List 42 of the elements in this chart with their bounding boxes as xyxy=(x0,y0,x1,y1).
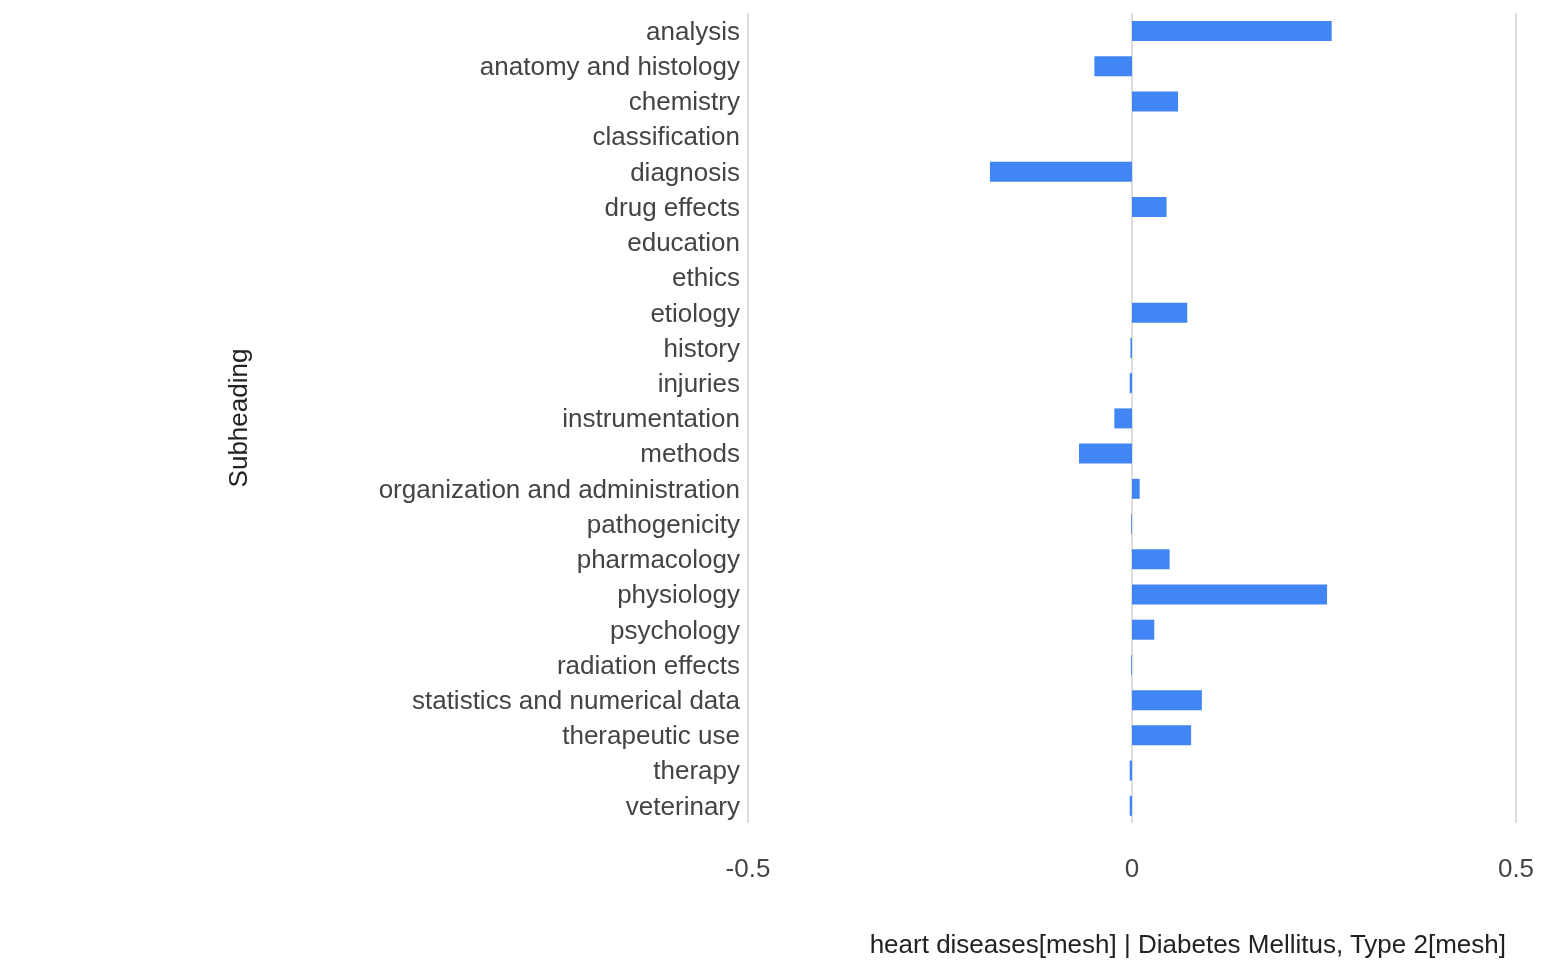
y-tick-label: ethics xyxy=(672,262,740,293)
y-axis-title: Subheading xyxy=(223,348,254,488)
bar xyxy=(1132,91,1179,112)
y-tick-label: instrumentation xyxy=(562,403,740,434)
y-tick-label: education xyxy=(627,227,740,258)
bar xyxy=(1132,197,1167,218)
y-tick-label: radiation effects xyxy=(556,649,740,680)
y-tick-label: therapeutic use xyxy=(562,720,740,751)
bar xyxy=(1132,549,1170,570)
y-tick-label: statistics and numerical data xyxy=(411,684,741,715)
y-tick-label: classification xyxy=(592,121,740,152)
y-tick-label: analysis xyxy=(646,15,740,46)
bar xyxy=(1132,725,1192,746)
y-tick-label: physiology xyxy=(617,579,740,610)
x-tick-label: 0.5 xyxy=(1497,853,1535,884)
bar xyxy=(1132,619,1155,640)
y-tick-label: pathogenicity xyxy=(586,508,740,539)
bar xyxy=(1132,21,1332,41)
bar xyxy=(1132,302,1188,323)
x-tick-label: -0.5 xyxy=(725,853,771,884)
bar xyxy=(989,161,1132,182)
bar xyxy=(1132,584,1328,605)
bar xyxy=(1094,56,1132,77)
y-tick-label: history xyxy=(663,332,740,363)
y-tick-label: methods xyxy=(640,438,740,469)
bar xyxy=(1132,690,1202,711)
y-tick-label: diagnosis xyxy=(630,156,740,187)
x-axis-title: heart diseases[mesh] | Diabetes Mellitus, Type 2[mesh] xyxy=(869,929,1506,959)
y-tick-label: injuries xyxy=(657,368,740,399)
bar xyxy=(1114,408,1132,429)
y-tick-label: drug effects xyxy=(604,191,740,222)
y-tick-label: pharmacology xyxy=(576,544,740,575)
y-tick-label: etiology xyxy=(650,297,740,328)
y-tick-label: psychology xyxy=(609,614,740,645)
bar xyxy=(1132,478,1140,499)
y-tick-label: chemistry xyxy=(628,86,740,117)
bar xyxy=(1079,443,1132,464)
y-tick-label: veterinary xyxy=(625,790,740,821)
x-tick-label: 0 xyxy=(1124,853,1140,884)
y-tick-label: organization and administration xyxy=(378,473,740,504)
y-tick-label: therapy xyxy=(653,755,740,786)
y-tick-label: anatomy and histology xyxy=(479,51,740,82)
